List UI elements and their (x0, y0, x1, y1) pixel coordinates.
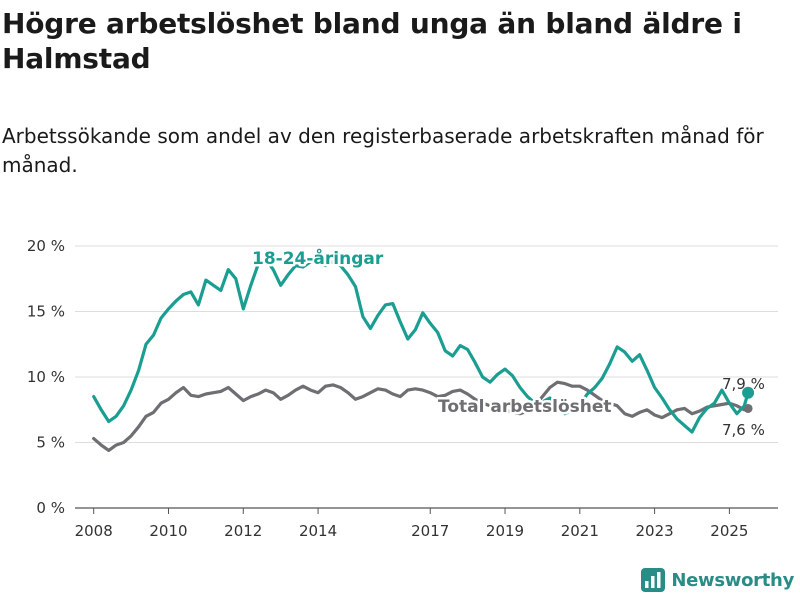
series-label-total: Total arbetslöshet (438, 397, 612, 417)
series-label-young: 18-24-åringar (252, 247, 384, 269)
gridlines (75, 245, 778, 509)
series-line-total (92, 380, 750, 452)
end-label-young: 7,9 % (722, 375, 765, 393)
x-tick-label: 2019 (486, 522, 524, 540)
end-label-total: 7,6 % (722, 421, 765, 439)
series-labels: 7,9 %7,6 %18-24-åringar18-24-åringarTota… (250, 245, 765, 440)
series-lines (92, 257, 755, 452)
series-line-young (92, 257, 750, 434)
chart-subtitle: Arbetssökande som andel av den registerb… (2, 124, 764, 177)
x-tick-label: 2010 (149, 522, 187, 540)
brand-name: Newsworthy (671, 569, 794, 591)
x-tick-label: 2025 (710, 522, 748, 540)
y-tick-label: 20 % (27, 237, 65, 255)
x-tick-label: 2021 (561, 522, 599, 540)
bar-chart-logo-icon (641, 568, 666, 592)
y-tick-label: 5 % (36, 434, 65, 452)
chart-title: Högre arbetslöshet bland unga än bland ä… (2, 7, 742, 75)
newsworthy-brand: Newsworthy (641, 568, 794, 592)
series-label-young-halo: 18-24-åringar (252, 247, 384, 269)
y-axis: 0 % 5 % 10 % 15 % 20 % (27, 237, 65, 517)
x-tick-label: 2008 (75, 522, 113, 540)
end-point-young (742, 386, 755, 399)
series-label-total-halo: Total arbetslöshet (438, 397, 612, 417)
x-tick-label: 2012 (224, 522, 262, 540)
y-tick-label: 10 % (27, 368, 65, 386)
x-tick-label: 2017 (411, 522, 449, 540)
y-tick-label: 0 % (36, 499, 65, 517)
x-axis: 2008 2010 2012 2014 2017 2019 2021 2023 2025 (75, 508, 748, 540)
x-tick-label: 2023 (636, 522, 674, 540)
y-tick-label: 15 % (27, 303, 65, 321)
x-tick-label: 2014 (299, 522, 337, 540)
